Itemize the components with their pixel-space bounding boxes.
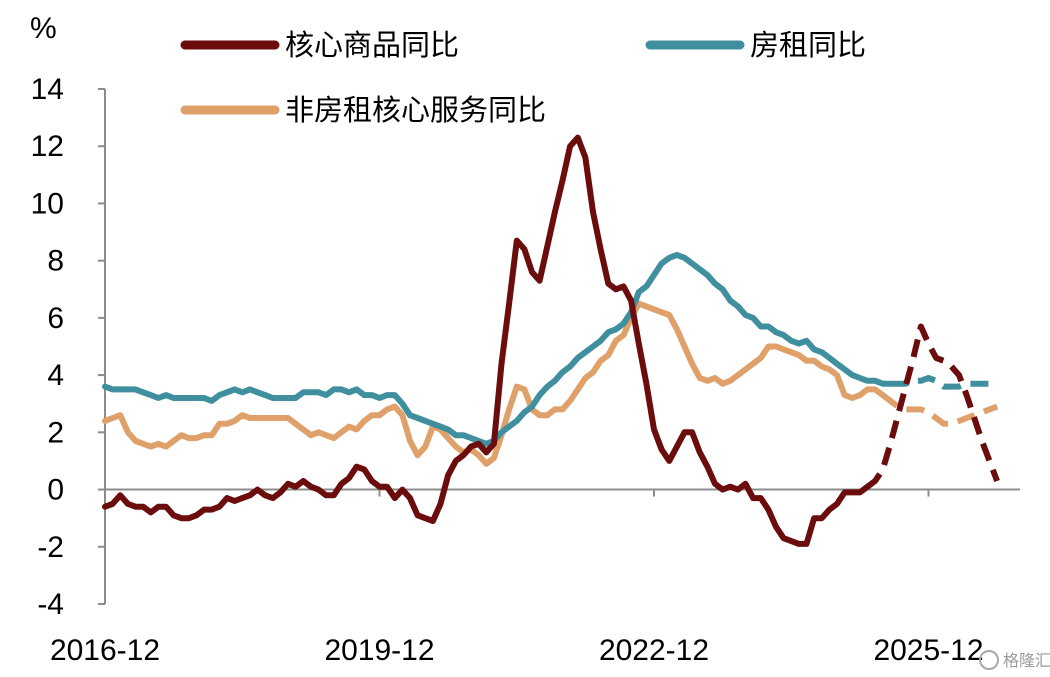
series-line-non-rent-core-services	[102, 300, 886, 467]
y-tick-label: -4	[37, 588, 64, 621]
watermark: 格隆汇	[979, 650, 1050, 670]
legend-label: 房租同比	[750, 28, 866, 62]
y-tick-label: 4	[47, 359, 64, 392]
y-tick-label: 8	[47, 245, 64, 278]
y-tick-label: 0	[47, 474, 64, 507]
y-tick-label: 2	[47, 416, 64, 449]
axes: 14 12 10 8 6 4 2 0 -2 -4 2016-12 2019-12 2022-12 2025…	[30, 12, 1020, 667]
series-line-core-goods	[102, 134, 871, 547]
x-tick-label: 2019-12	[324, 634, 434, 667]
watermark-logo-icon	[979, 650, 999, 670]
y-tick-label: 6	[47, 302, 64, 335]
y-tick-label: 10	[31, 187, 64, 220]
legend-label: 核心商品同比	[285, 28, 459, 62]
series-layer	[102, 134, 1000, 547]
x-tick-label: 2025-12	[873, 634, 983, 667]
series-forecast-line-non-rent-core-services	[880, 392, 999, 427]
y-tick-label: 12	[31, 130, 64, 163]
series-line-rent	[102, 251, 894, 447]
x-tick-label: 2022-12	[599, 634, 709, 667]
y-unit-label: %	[30, 12, 57, 45]
legend-label: 非房租核心服务同比	[285, 93, 546, 127]
y-tick-label: 14	[31, 73, 64, 106]
series-forecast-line-core-goods	[865, 323, 1000, 490]
watermark-text: 格隆汇	[1003, 651, 1050, 670]
x-tick-label: 2016-12	[50, 634, 160, 667]
y-tick-label: -2	[37, 531, 64, 564]
